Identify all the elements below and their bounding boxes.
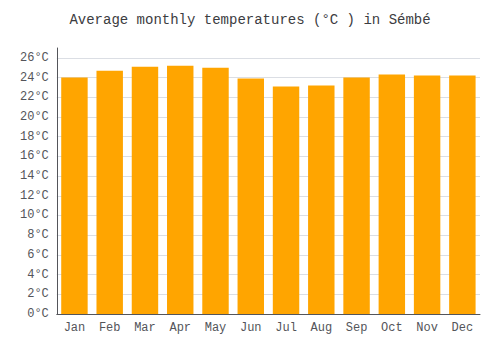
svg-text:Aug: Aug <box>310 321 332 335</box>
svg-text:26°C: 26°C <box>20 51 49 65</box>
svg-text:Apr: Apr <box>169 321 191 335</box>
svg-text:6°C: 6°C <box>27 248 49 262</box>
svg-text:8°C: 8°C <box>27 228 49 242</box>
svg-text:12°C: 12°C <box>20 189 49 203</box>
svg-text:24°C: 24°C <box>20 71 49 85</box>
svg-text:Average monthly temperatures (: Average monthly temperatures (°C ) in Sé… <box>69 12 430 28</box>
svg-text:18°C: 18°C <box>20 130 49 144</box>
svg-text:10°C: 10°C <box>20 208 49 222</box>
svg-text:Mar: Mar <box>134 321 156 335</box>
svg-text:Jun: Jun <box>240 321 262 335</box>
svg-text:Nov: Nov <box>416 321 438 335</box>
svg-text:14°C: 14°C <box>20 169 49 183</box>
svg-text:Sep: Sep <box>346 321 368 335</box>
svg-text:Dec: Dec <box>452 321 474 335</box>
svg-text:Jul: Jul <box>275 321 297 335</box>
svg-text:2°C: 2°C <box>27 287 49 301</box>
svg-text:22°C: 22°C <box>20 90 49 104</box>
svg-text:Oct: Oct <box>381 321 403 335</box>
svg-text:20°C: 20°C <box>20 110 49 124</box>
svg-text:16°C: 16°C <box>20 149 49 163</box>
svg-text:Feb: Feb <box>99 321 121 335</box>
svg-text:Jan: Jan <box>64 321 86 335</box>
svg-text:4°C: 4°C <box>27 268 49 282</box>
svg-text:May: May <box>205 321 227 335</box>
svg-text:0°C: 0°C <box>27 307 49 321</box>
